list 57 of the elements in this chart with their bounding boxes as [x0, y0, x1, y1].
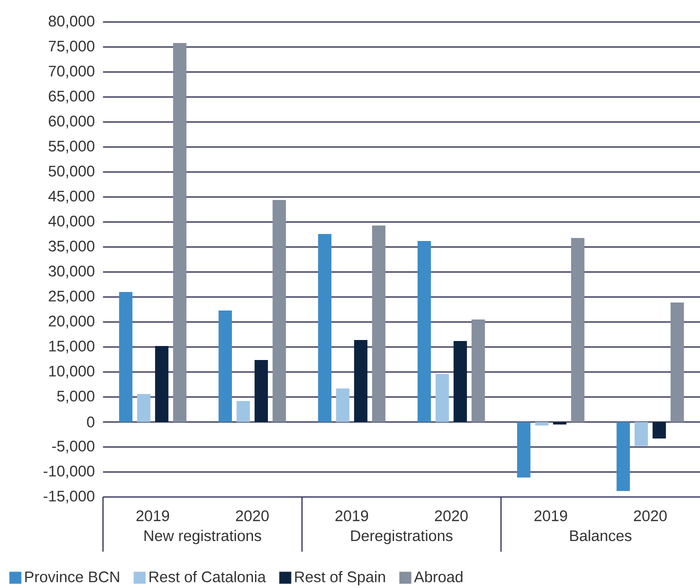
bar [254, 360, 268, 422]
bar [137, 394, 150, 422]
y-tick-label: 5,000 [57, 390, 94, 404]
bar [472, 319, 485, 422]
y-tick-label: 40,000 [48, 216, 94, 228]
y-tick-label: 10,000 [49, 366, 94, 378]
y-tick-label: -5,000 [52, 440, 94, 454]
text: Balances [570, 530, 632, 542]
bar [454, 340, 467, 422]
bar [418, 240, 431, 422]
y-tick-label: 55,000 [48, 140, 94, 154]
y-tick-label: 70,000 [48, 66, 94, 78]
y-tick-label: 35,000 [48, 240, 94, 254]
bar [336, 388, 350, 422]
x-tick-label: 2019 [335, 510, 368, 522]
x-tick-label: 2020 [434, 510, 468, 522]
text: Deregistrations [351, 530, 452, 544]
y-tick-label: 65,000 [48, 90, 94, 104]
y-tick-label: 75,000 [48, 40, 94, 54]
text: New registrations [144, 530, 262, 544]
y-tick-label: 60,000 [48, 116, 94, 128]
bar [173, 42, 186, 422]
y-tick-label: 80,000 [48, 16, 94, 28]
bar [354, 340, 368, 422]
bar [517, 422, 530, 478]
y-tick-label: -10,000 [44, 466, 94, 478]
y-tick-label: 30,000 [48, 266, 94, 278]
bar [236, 400, 250, 422]
bar [616, 422, 630, 491]
bar [670, 302, 684, 422]
bar [553, 422, 566, 424]
bar [272, 200, 286, 422]
x-tick-label: 2019 [534, 510, 568, 522]
legend-label: Rest of Spain [295, 571, 385, 586]
x-tick-label: 2020 [236, 510, 269, 522]
y-tick-label: 15,000 [49, 340, 94, 354]
bar [155, 346, 168, 422]
bar [634, 422, 648, 446]
y-tick-label: 50,000 [48, 166, 94, 178]
y-tick-label: -15,000 [44, 490, 94, 504]
bar [372, 225, 386, 422]
bar [218, 310, 232, 422]
legend-label: Province BCN [25, 571, 120, 582]
x-tick-label: 2019 [136, 510, 170, 522]
legend-label: Abroad [414, 571, 462, 582]
bar [571, 238, 584, 422]
bar [652, 422, 666, 438]
x-tick-label: 2020 [634, 510, 667, 522]
bar [318, 234, 332, 422]
bar [119, 292, 132, 422]
bar [436, 374, 449, 422]
legend-label: Rest of Catalonia [150, 571, 266, 582]
bar [535, 422, 548, 426]
y-tick-label: 25,000 [48, 290, 94, 304]
y-tick-label: 20,000 [48, 316, 94, 328]
y-tick-label: 45,000 [48, 190, 94, 204]
y-tick-label: 0 [87, 416, 94, 428]
